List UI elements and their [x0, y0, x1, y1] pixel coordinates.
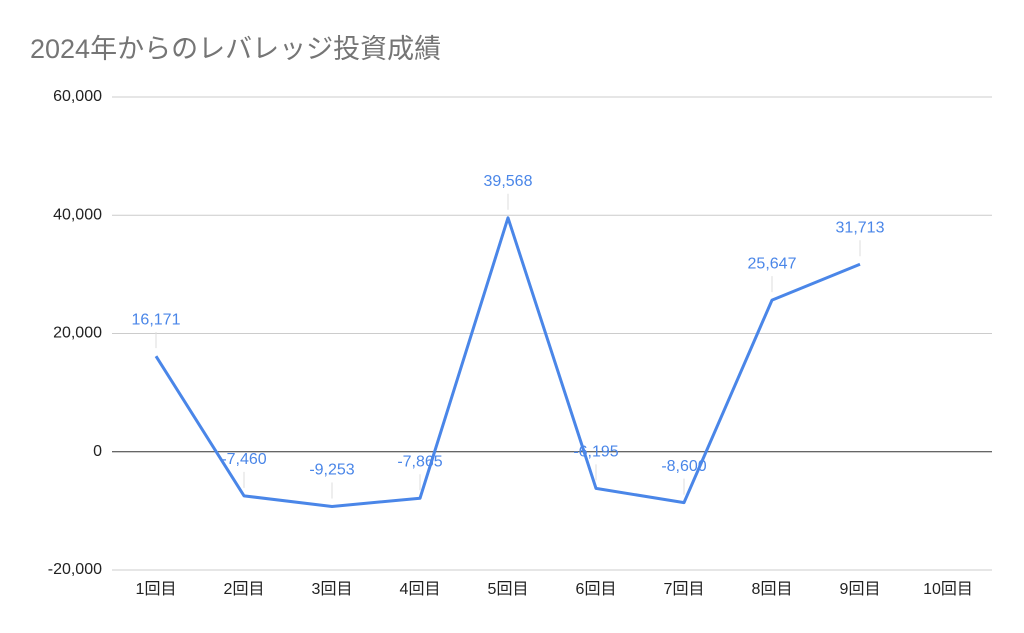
x-tick-label: 3回目 — [312, 581, 353, 598]
data-label: 31,713 — [836, 219, 885, 236]
data-line — [154, 216, 861, 508]
data-label: -9,253 — [309, 462, 354, 479]
data-label: 25,647 — [748, 255, 797, 272]
y-tick-label: 20,000 — [53, 325, 102, 342]
y-tick-label: -20,000 — [48, 561, 102, 578]
x-tick-label: 2回目 — [224, 581, 265, 598]
data-label: 39,568 — [484, 173, 533, 190]
x-tick-label: 9回目 — [840, 581, 881, 598]
data-label: -8,600 — [661, 458, 706, 475]
data-label: -7,460 — [221, 451, 266, 468]
data-label: 16,171 — [132, 311, 181, 328]
x-tick-label: 5回目 — [488, 581, 529, 598]
x-tick-label: 6回目 — [576, 581, 617, 598]
y-tick-label: 40,000 — [53, 206, 102, 223]
x-tick-label: 10回目 — [923, 581, 973, 598]
data-label: -6,195 — [573, 444, 618, 461]
chart-title: 2024年からのレバレッジ投資成績 — [30, 34, 441, 64]
x-tick-label: 4回目 — [400, 581, 441, 598]
x-tick-label: 1回目 — [136, 581, 177, 598]
y-tick-label: 60,000 — [53, 88, 102, 105]
y-tick-label: 0 — [93, 443, 102, 460]
x-tick-label: 8回目 — [752, 581, 793, 598]
data-label: -7,865 — [397, 453, 442, 470]
x-tick-label: 7回目 — [664, 581, 705, 598]
